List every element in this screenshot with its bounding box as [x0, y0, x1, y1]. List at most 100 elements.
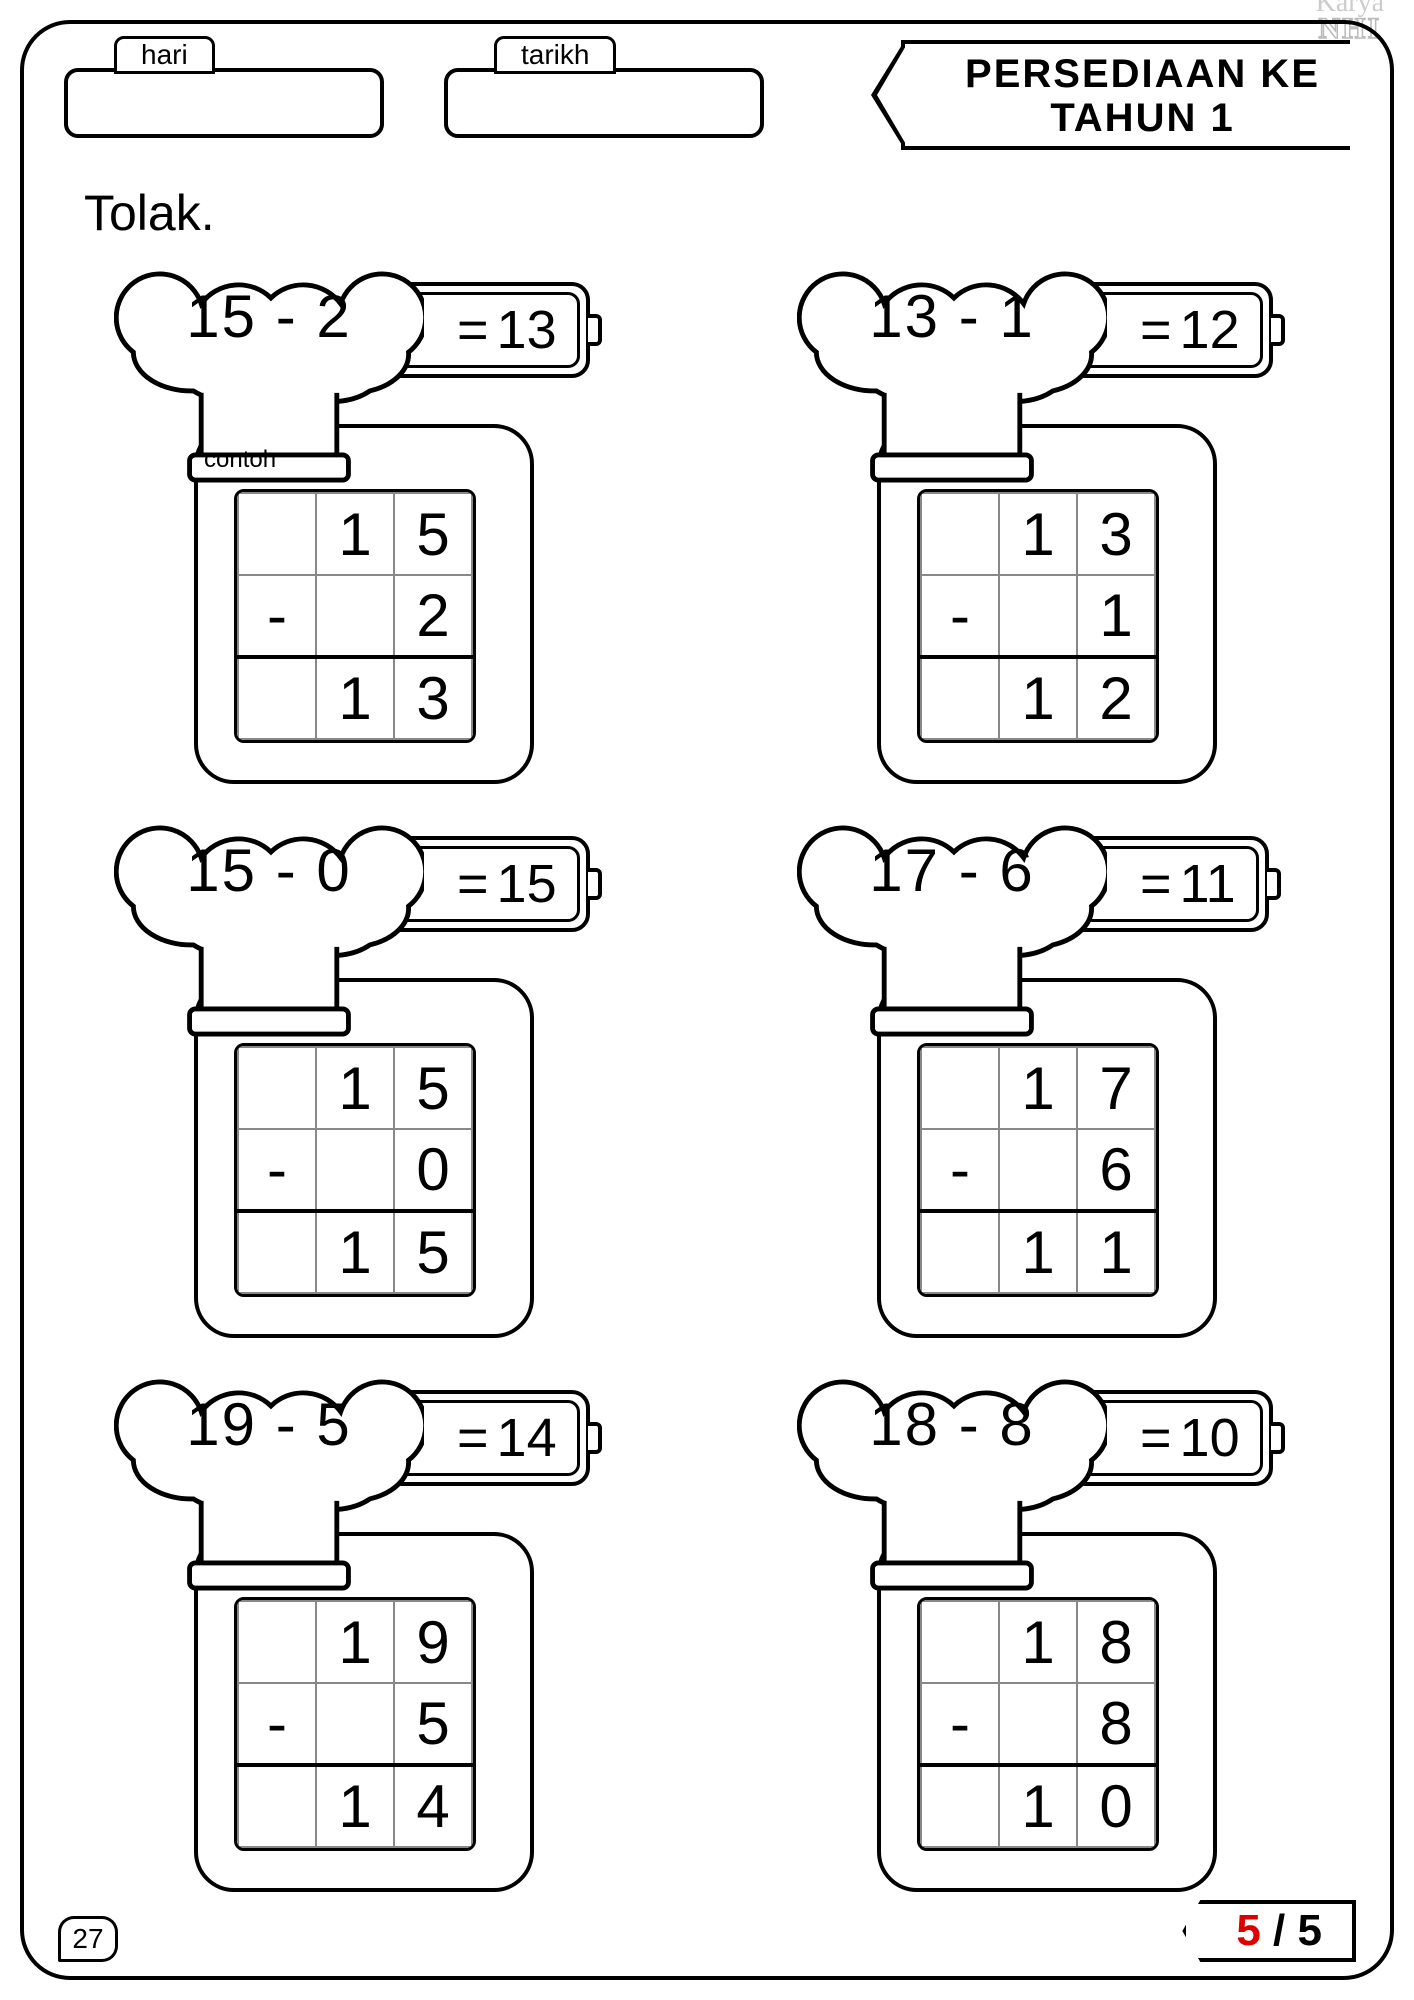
title-line1: PERSEDIAAN KE	[965, 52, 1320, 96]
grid-cell: 1	[999, 1601, 1077, 1683]
answer-value: 14	[497, 1407, 557, 1469]
battery-cap-icon	[588, 868, 602, 900]
grid-cell: -	[238, 1129, 316, 1211]
problem-5: = 1419 - 519-514	[84, 1372, 647, 1876]
grid-cell: 0	[394, 1129, 472, 1211]
equals-sign: =	[457, 1407, 489, 1469]
column-subtraction: 15-015	[234, 1043, 476, 1297]
battery-cap-icon	[1271, 1422, 1285, 1454]
grid-cell	[316, 1683, 394, 1765]
grid-cell: 1	[1077, 1211, 1155, 1293]
grid-cell: 5	[394, 1047, 472, 1129]
grid-cell: 1	[999, 1765, 1077, 1847]
expression: 18 - 8	[797, 1390, 1107, 1459]
column-subtraction: 18-810	[917, 1597, 1159, 1851]
grid-cell: 1	[316, 493, 394, 575]
score-total: 5	[1298, 1906, 1322, 1955]
grid-cell: 1	[316, 1047, 394, 1129]
expression: 13 - 1	[797, 282, 1107, 351]
grid-cell	[921, 1601, 999, 1683]
grid-cell	[921, 1211, 999, 1293]
grid-cell	[238, 1601, 316, 1683]
title-chip: PERSEDIAAN KE TAHUN 1	[901, 40, 1350, 150]
grid-cell: 1	[316, 1211, 394, 1293]
grid-cell: 7	[1077, 1047, 1155, 1129]
column-subtraction: 15-213	[234, 489, 476, 743]
problem-1: = 1315 - 2contoh15-213	[84, 264, 647, 768]
day-label: hari	[114, 36, 215, 74]
column-subtraction: 19-514	[234, 1597, 476, 1851]
day-input[interactable]	[64, 68, 384, 138]
grid-cell: 5	[394, 493, 472, 575]
example-label: contoh	[204, 446, 276, 474]
answer-value: 10	[1180, 1407, 1240, 1469]
score-chip: 5 / 5	[1182, 1900, 1356, 1962]
grid-cell	[238, 1765, 316, 1847]
battery-cap-icon	[588, 1422, 602, 1454]
page-border: hari tarikh PERSEDIAAN KE TAHUN 1 Tolak.…	[20, 20, 1394, 1980]
column-subtraction: 17-611	[917, 1043, 1159, 1297]
grid-cell: 1	[999, 657, 1077, 739]
grid-cell: 4	[394, 1765, 472, 1847]
answer-value: 15	[497, 853, 557, 915]
date-label: tarikh	[494, 36, 616, 74]
grid-cell: 8	[1077, 1683, 1155, 1765]
grid-cell	[316, 575, 394, 657]
grid-cell: 2	[394, 575, 472, 657]
header: hari tarikh PERSEDIAAN KE TAHUN 1	[64, 40, 1350, 150]
grid-cell: 1	[999, 493, 1077, 575]
grid-cell	[999, 1683, 1077, 1765]
grid-cell: -	[238, 1683, 316, 1765]
answer-value: 12	[1180, 299, 1240, 361]
battery-cap-icon	[1267, 868, 1281, 900]
watermark-top: Karya	[1316, 0, 1384, 15]
grid-cell	[921, 657, 999, 739]
title-line2: TAHUN 1	[965, 96, 1320, 140]
grid-cell: 3	[394, 657, 472, 739]
grid-cell: 1	[316, 657, 394, 739]
grid-cell	[921, 493, 999, 575]
expression: 19 - 5	[114, 1390, 424, 1459]
grid-cell: 1	[316, 1765, 394, 1847]
grid-cell: 5	[394, 1211, 472, 1293]
instruction: Tolak.	[84, 184, 215, 242]
page-number: 27	[58, 1916, 118, 1962]
expression: 15 - 0	[114, 836, 424, 905]
grid-cell	[316, 1129, 394, 1211]
grid-cell: 9	[394, 1601, 472, 1683]
date-field-group: tarikh	[444, 40, 764, 138]
column-subtraction: 13-112	[917, 489, 1159, 743]
title-text: PERSEDIAAN KE TAHUN 1	[901, 40, 1350, 150]
grid-cell	[238, 1047, 316, 1129]
expression: 15 - 2	[114, 282, 424, 351]
problem-3: = 1515 - 015-015	[84, 818, 647, 1322]
grid-cell: -	[238, 575, 316, 657]
grid-cell: 3	[1077, 493, 1155, 575]
equals-sign: =	[1140, 299, 1172, 361]
grid-cell: -	[921, 575, 999, 657]
battery-cap-icon	[588, 314, 602, 346]
problems-grid: = 1315 - 2contoh15-213= 1213 - 113-112= …	[84, 264, 1330, 1876]
grid-cell	[999, 1129, 1077, 1211]
equals-sign: =	[1140, 1407, 1172, 1469]
answer-value: 11	[1180, 853, 1236, 915]
grid-cell: 1	[316, 1601, 394, 1683]
grid-cell: 2	[1077, 657, 1155, 739]
problem-2: = 1213 - 113-112	[767, 264, 1330, 768]
grid-cell	[999, 575, 1077, 657]
grid-cell: 5	[394, 1683, 472, 1765]
grid-cell	[238, 493, 316, 575]
problem-6: = 10 18 - 8 18-810	[767, 1372, 1330, 1876]
answer-value: 13	[497, 299, 557, 361]
grid-cell	[238, 1211, 316, 1293]
grid-cell: 6	[1077, 1129, 1155, 1211]
grid-cell	[921, 1047, 999, 1129]
equals-sign: =	[457, 299, 489, 361]
grid-cell: 1	[999, 1047, 1077, 1129]
score-earned: 5	[1236, 1906, 1260, 1955]
grid-cell	[921, 1765, 999, 1847]
grid-cell: -	[921, 1129, 999, 1211]
grid-cell: 8	[1077, 1601, 1155, 1683]
grid-cell: 1	[999, 1211, 1077, 1293]
date-input[interactable]	[444, 68, 764, 138]
